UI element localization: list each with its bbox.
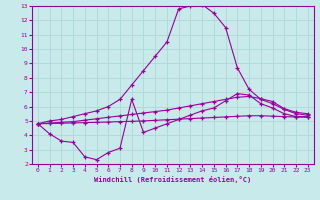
X-axis label: Windchill (Refroidissement éolien,°C): Windchill (Refroidissement éolien,°C) bbox=[94, 176, 252, 183]
